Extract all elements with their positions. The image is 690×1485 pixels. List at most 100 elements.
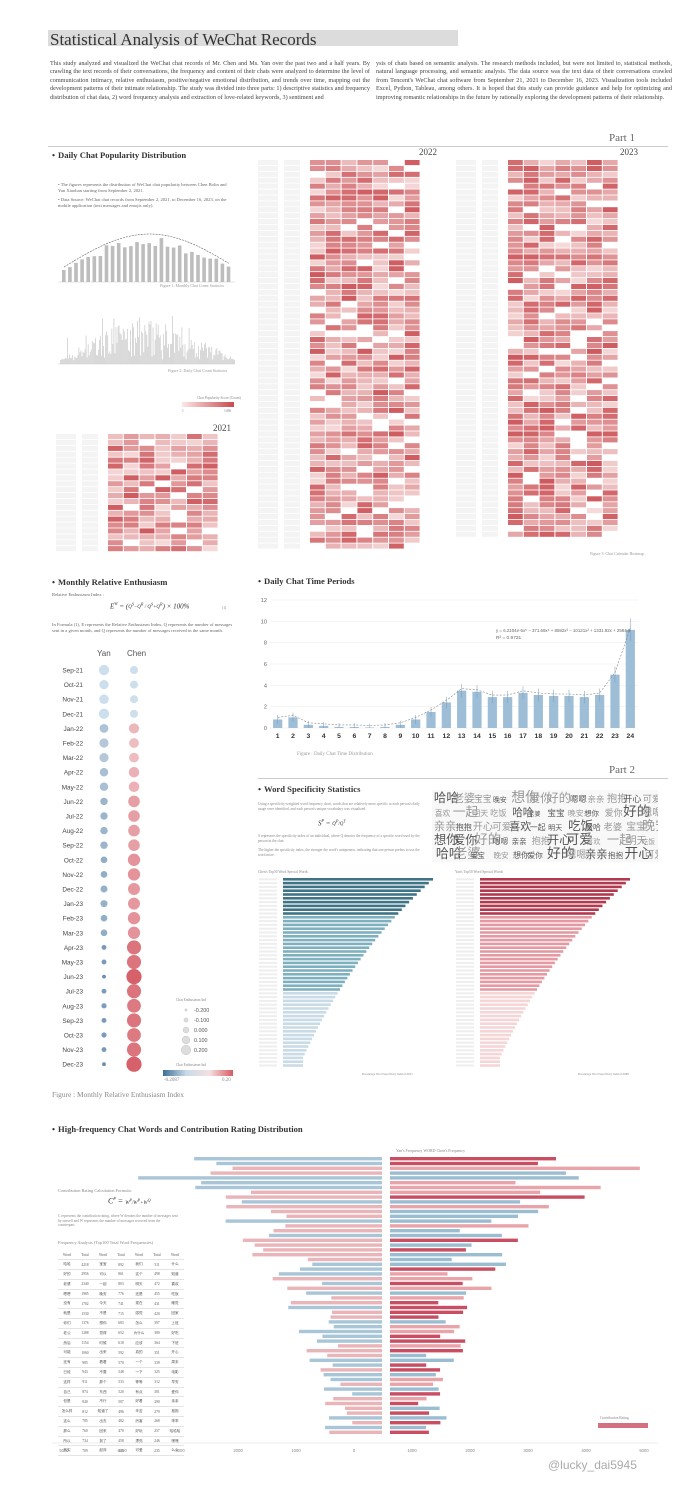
calendar-day-cell — [155, 475, 171, 481]
specificity-bar — [283, 885, 425, 889]
calendar-day-cell — [171, 504, 186, 510]
specificity-bar — [283, 889, 421, 892]
table-row: 所以 734 到了 458 漂亮 246 嘿嘿 — [58, 1436, 184, 1447]
calendar-day-cell — [523, 519, 539, 525]
daily-bar — [194, 357, 196, 364]
yan-frequency-bar — [325, 1401, 382, 1406]
daily-bar — [83, 352, 85, 364]
chen-frequency-bar — [390, 1334, 441, 1338]
specificity-word-label — [456, 916, 474, 919]
daily-bar — [182, 344, 184, 364]
daily-bar — [152, 327, 154, 364]
calendar-week-cell — [482, 189, 498, 195]
word-cloud-word: 晚安 — [568, 808, 584, 818]
calendar-day-cell — [539, 437, 555, 443]
calendar-week-cell — [482, 177, 498, 183]
specificity-desc: Using a specificity-weighted word freque… — [258, 802, 420, 811]
calendar-day-cell — [508, 478, 523, 484]
calendar-day-cell — [139, 522, 155, 528]
calendar-month-cell — [456, 525, 476, 531]
yan-enthusiasm-dot — [101, 1047, 107, 1053]
calendar-month-cell — [456, 490, 476, 496]
calendar-day-cell — [389, 278, 404, 284]
calendar-week-cell — [482, 224, 498, 230]
calendar-day-cell — [341, 455, 357, 461]
chen-enthusiasm-dot — [126, 1056, 142, 1072]
calendar-day-cell — [602, 254, 618, 260]
calendar-day-cell — [571, 478, 586, 484]
enthusiasm-legend2-min: -0.2087 — [164, 1078, 180, 1083]
calendar-day-cell — [310, 242, 325, 248]
calendar-week-cell — [284, 390, 300, 396]
yan-frequency-bar — [194, 1157, 382, 1161]
calendar-day-cell — [404, 331, 420, 337]
chen-enthusiasm-dot — [128, 723, 140, 734]
calendar-day-cell — [373, 313, 388, 319]
intro-left: This study analyzed and visualized the W… — [50, 60, 370, 101]
yan-frequency-bar — [226, 1205, 382, 1209]
calendar-day-cell — [539, 195, 555, 201]
daily-bar — [73, 359, 75, 364]
calendar-day-cell — [325, 401, 341, 407]
calendar-day-cell — [602, 260, 618, 266]
calendar-month-cell — [258, 413, 278, 419]
calendar-day-cell — [310, 354, 325, 360]
calendar-day-cell — [139, 463, 155, 469]
freq-table-cell: 不是 — [94, 1308, 112, 1320]
calendar-day-cell — [357, 514, 373, 520]
daily-bar — [224, 354, 226, 364]
calendar-day-cell — [602, 443, 618, 449]
calendar-day-cell — [310, 165, 325, 171]
calendar-day-cell — [555, 502, 571, 508]
yan-frequency-bar — [352, 1421, 382, 1425]
calendar-day-cell — [325, 307, 341, 313]
freq-table-cell: 618 — [112, 1338, 130, 1349]
daily-bar — [205, 342, 206, 364]
calendar-day-cell — [389, 248, 404, 254]
calendar-day-cell — [389, 537, 404, 543]
calendar-day-cell — [325, 189, 341, 195]
yan-frequency-bar — [241, 1200, 382, 1204]
daily-bar — [62, 358, 63, 364]
calendar-week-cell — [284, 171, 300, 177]
calendar-day-cell — [171, 528, 186, 534]
calendar-day-cell — [341, 325, 357, 331]
calendar-day-cell — [389, 195, 404, 201]
calendar-day-cell — [310, 272, 325, 278]
word-cloud-word: 亲亲 — [434, 819, 456, 833]
calendar-day-cell — [310, 331, 325, 337]
word-cloud-word: 亲亲 — [587, 794, 604, 804]
popularity-legend-min: 1 — [182, 409, 184, 413]
calendar-day-cell — [341, 171, 357, 177]
calendar-day-cell — [310, 207, 325, 213]
calendar-day-cell — [325, 360, 341, 366]
calendar-day-cell — [602, 508, 618, 514]
specificity-word-label — [259, 923, 277, 926]
word-cloud-word: 嗯嗯 — [493, 837, 509, 846]
calendar-month-cell — [456, 195, 476, 201]
calendar-day-cell — [310, 201, 325, 207]
calendar-day-cell — [108, 504, 123, 510]
calendar-day-cell — [108, 528, 123, 534]
calendar-day-cell — [325, 348, 341, 354]
calendar-month-cell — [258, 484, 278, 490]
specificity-word-label — [259, 988, 277, 991]
calendar-month-cell — [456, 449, 476, 455]
calendar-month-cell — [456, 425, 476, 431]
calendar-day-cell — [404, 472, 420, 478]
calendar-month-cell — [258, 331, 278, 337]
calendar-day-cell — [523, 455, 539, 461]
specificity-bar — [283, 904, 406, 908]
enthusiasm-legend-circle — [182, 1026, 190, 1034]
calendar-day-cell — [555, 201, 571, 207]
table-row: 老公 1288 觉得 652 为什么 380 好吃 — [58, 1328, 184, 1339]
calendar-day-cell — [108, 434, 123, 440]
calendar-day-cell — [539, 213, 555, 219]
calendar-day-cell — [555, 295, 571, 301]
table-row: 自己 874 东西 520 有点 301 爱你 — [58, 1387, 184, 1398]
calendar-day-cell — [310, 295, 325, 301]
monthly-bar — [214, 258, 219, 282]
calendar-day-cell — [341, 478, 357, 484]
calendar-day-cell — [523, 213, 539, 219]
specificity-word-label — [259, 1056, 277, 1059]
